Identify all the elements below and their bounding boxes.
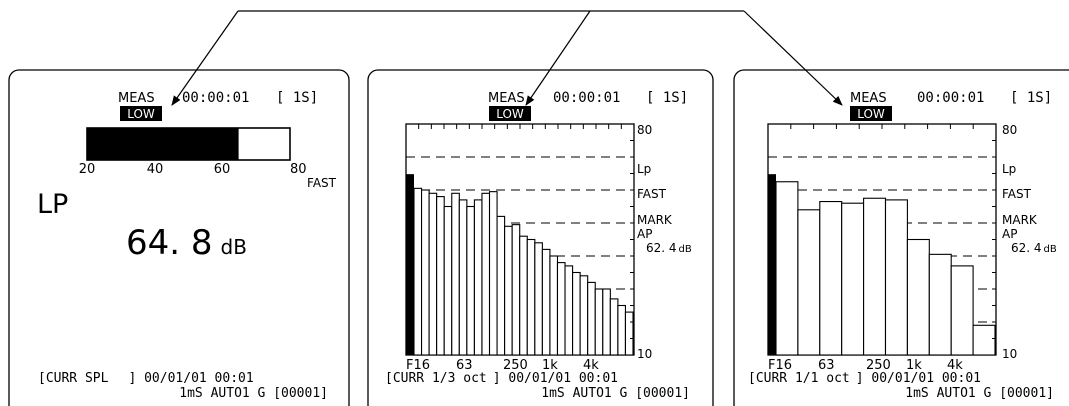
overall-level-bar bbox=[406, 174, 414, 355]
panel-3-time: 00:00:01 bbox=[917, 90, 984, 106]
panel-2-fast-label: FAST bbox=[637, 187, 667, 201]
overall-level-bar bbox=[768, 174, 776, 355]
panel-3-footer-mode: [CURR 1/1 oct] 00/01/01 00:01 bbox=[748, 371, 981, 386]
spectrum-bar bbox=[973, 325, 995, 355]
spectrum-bar bbox=[907, 240, 929, 356]
panel-2-meas-label: MEAS bbox=[488, 91, 525, 106]
chart-2-ymax-label: 80 bbox=[1002, 123, 1017, 137]
spectrum-bar bbox=[490, 192, 498, 355]
panel-1-meas-label: MEAS bbox=[118, 91, 155, 106]
third-octave-spectrum-chart bbox=[406, 124, 634, 355]
level-bar-fill bbox=[87, 128, 239, 160]
spectrum-bar bbox=[776, 182, 798, 355]
spectrum-bar bbox=[820, 202, 842, 355]
spectrum-bar bbox=[459, 200, 467, 355]
spectrum-bar bbox=[550, 256, 558, 355]
chart-1-ymax-label: 80 bbox=[637, 123, 652, 137]
spectrum-bar bbox=[557, 263, 565, 355]
level-value: 64. 8 bbox=[126, 223, 213, 263]
panel-3-footer-status: 1mS AUTO1 G [00001] bbox=[905, 386, 1054, 401]
spectrum-bar bbox=[610, 299, 618, 355]
panel-2-footer-status: 1mS AUTO1 G [00001] bbox=[541, 386, 690, 401]
spectrum-bar bbox=[798, 210, 820, 355]
panel-3-meas-label: MEAS bbox=[850, 91, 887, 106]
panel-spl: MEAS 00:00:01 [ 1S] LOW 20 40 60 80 FAST… bbox=[9, 70, 349, 406]
panel-3-range-label: LOW bbox=[857, 107, 885, 121]
spectrum-bar bbox=[505, 226, 513, 355]
panel-third-octave: MEAS 00:00:01 [ 1S] LOW 80 10 Lp FAST MA… bbox=[368, 70, 713, 406]
chart-2-ymin-label: 10 bbox=[1002, 347, 1017, 361]
spectrum-bar bbox=[520, 236, 528, 355]
spectrum-bar bbox=[929, 254, 951, 355]
panel-2-footer-mode: [CURR 1/3 oct] 00/01/01 00:01 bbox=[385, 371, 618, 386]
spectrum-bar bbox=[603, 289, 611, 355]
callout-arrow-panel-3 bbox=[744, 11, 842, 105]
spectrum-bar bbox=[512, 225, 520, 355]
spectrum-bar bbox=[497, 216, 505, 355]
panel-3-interval: [ 1S] bbox=[1010, 90, 1052, 106]
spectrum-bar bbox=[422, 190, 430, 355]
panel-1-range-label: LOW bbox=[127, 107, 155, 121]
spectrum-bar bbox=[527, 240, 535, 356]
spectrum-bar bbox=[535, 243, 543, 355]
spectrum-bar bbox=[542, 249, 550, 355]
chart-1-ymin-label: 10 bbox=[637, 347, 652, 361]
panel-2-lp-label: Lp bbox=[637, 162, 651, 176]
panel-2-time: 00:00:01 bbox=[553, 90, 620, 106]
panel-octave: MEAS 00:00:01 [ 1S] LOW 80 10 Lp FAST MA… bbox=[734, 70, 1069, 406]
spectrum-bar bbox=[474, 200, 482, 355]
spectrum-bar bbox=[444, 207, 452, 356]
spectrum-bar bbox=[573, 273, 581, 356]
panel-2-interval: [ 1S] bbox=[646, 90, 688, 106]
spectrum-bar bbox=[580, 276, 588, 355]
level-scale-20: 20 bbox=[79, 162, 96, 177]
level-scale-40: 40 bbox=[147, 162, 164, 177]
spectrum-bar bbox=[452, 193, 460, 355]
level-readout: 64. 8 dB bbox=[126, 223, 247, 263]
level-scale-60: 60 bbox=[214, 162, 231, 177]
spectrum-bar bbox=[482, 193, 490, 355]
spectrum-bar bbox=[414, 188, 422, 355]
spectrum-bar bbox=[864, 198, 886, 355]
panel-2-range-label: LOW bbox=[496, 107, 524, 121]
panel-2-ap-label: AP bbox=[637, 227, 652, 241]
panel-3-ap-label: AP bbox=[1002, 227, 1017, 241]
panel-3-mark-label: MARK bbox=[1002, 213, 1038, 227]
spectrum-bar bbox=[618, 306, 626, 356]
quantity-symbol: LP bbox=[37, 189, 68, 220]
panel-1-footer-mode: [CURR SPL] 00/01/01 00:01 bbox=[38, 371, 254, 386]
panel-3-ap-value: 62. 4 dB bbox=[1011, 241, 1057, 255]
level-unit: dB bbox=[221, 235, 247, 259]
octave-spectrum-chart bbox=[768, 124, 996, 355]
spectrum-bar bbox=[951, 266, 973, 355]
spectrum-bar bbox=[588, 282, 596, 355]
spectrum-bar bbox=[625, 312, 633, 355]
level-scale-80: 80 bbox=[290, 162, 307, 177]
spectrum-bar bbox=[565, 266, 573, 355]
panel-1-time: 00:00:01 bbox=[182, 90, 249, 106]
spectrum-bar bbox=[467, 207, 475, 356]
spectrum-bar bbox=[429, 193, 437, 355]
spectrum-bar bbox=[595, 289, 603, 355]
panel-2-mark-label: MARK bbox=[637, 213, 673, 227]
panel-1-interval: [ 1S] bbox=[276, 90, 318, 106]
panel-1-weighting: FAST bbox=[307, 176, 337, 190]
panel-3-fast-label: FAST bbox=[1002, 187, 1032, 201]
spectrum-bar bbox=[437, 197, 445, 355]
spectrum-bar bbox=[886, 200, 908, 355]
panel-2-ap-value: 62. 4 dB bbox=[646, 241, 692, 255]
spectrum-bar bbox=[842, 203, 864, 355]
panel-3-lp-label: Lp bbox=[1002, 162, 1016, 176]
panel-1-footer-status: 1mS AUTO1 G [00001] bbox=[179, 386, 328, 401]
